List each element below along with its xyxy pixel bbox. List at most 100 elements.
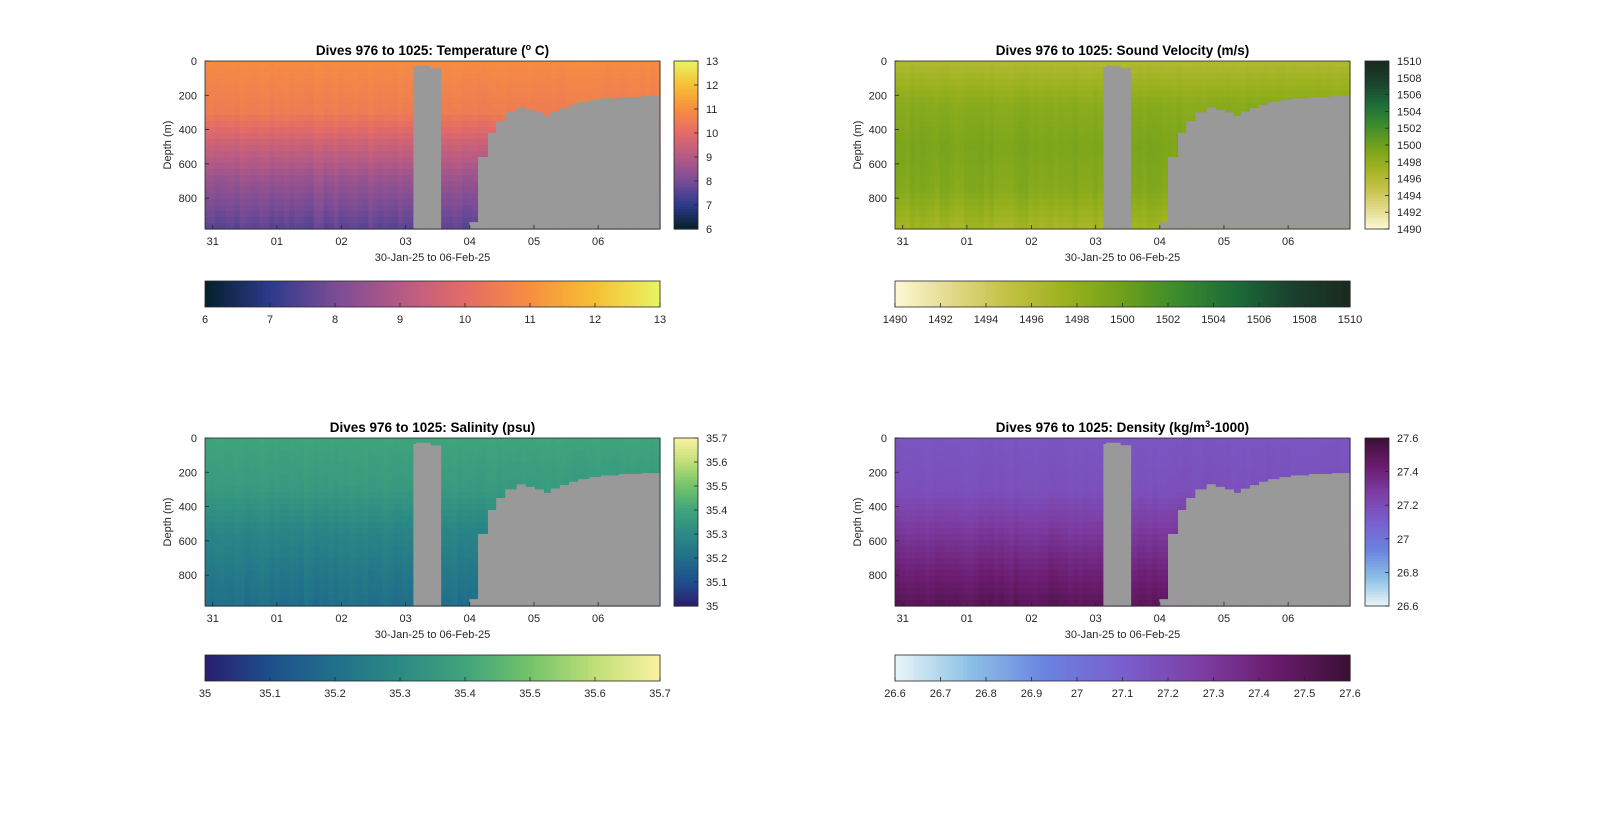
temperature-heatmap-cell [506, 61, 513, 68]
sound-velocity-heatmap-cell [1013, 121, 1020, 128]
sound-velocity-heatmap-cell [1167, 73, 1173, 80]
temperature-heatmap-cell [338, 139, 345, 146]
temperature-heatmap-cell [397, 223, 404, 230]
temperature-heatmap-cell [323, 151, 330, 158]
sound-velocity-heatmap-cell [959, 97, 965, 104]
temperature-heatmap-cell [234, 103, 241, 110]
sound-velocity-heatmap-cell [1092, 61, 1099, 68]
sound-velocity-heatmap-cell [1028, 175, 1035, 182]
temperature-heatmap-cell [328, 79, 335, 86]
temperature-heatmap-cell [447, 205, 453, 212]
temperature-heatmap-cell [274, 187, 280, 194]
sound-velocity-heatmap-cell [904, 169, 911, 176]
temperature-heatmap-cell [259, 211, 265, 218]
temperature-heatmap-cell [323, 121, 330, 128]
sound-velocity-heatmap-cell [1181, 79, 1188, 86]
sound-velocity-heatmap-cell [1142, 79, 1148, 86]
temperature-heatmap-cell [289, 85, 295, 92]
temperature-ytick-label: 800 [179, 193, 197, 205]
temperature-heatmap-cell [625, 61, 631, 68]
sound-velocity-heatmap-cell [1236, 73, 1242, 80]
temperature-vcolorbar-segment [674, 215, 698, 219]
temperature-hcolorbar-segment [470, 281, 475, 307]
temperature-heatmap-cell [392, 91, 399, 98]
sound-velocity-heatmap-cell [1043, 121, 1049, 128]
sound-velocity-heatmap-cell [949, 103, 955, 110]
sound-velocity-heatmap-cell [1043, 193, 1049, 200]
temperature-ytick-label: 200 [179, 90, 197, 102]
temperature-heatmap-cell [229, 151, 236, 158]
temperature-heatmap-cell [289, 91, 295, 98]
sound-velocity-heatmap-cell [954, 115, 960, 122]
sound-velocity-heatmap-cell [1117, 61, 1124, 68]
temperature-heatmap-cell [219, 109, 226, 116]
temperature-heatmap-cell [600, 67, 607, 74]
temperature-heatmap-cell [209, 205, 216, 212]
sound-velocity-heatmap-cell [1023, 103, 1030, 110]
temperature-heatmap-cell [205, 223, 211, 230]
sound-velocity-heatmap-cell [959, 169, 965, 176]
sound-velocity-heatmap-cell [1265, 79, 1272, 86]
sound-velocity-heatmap-cell [1275, 91, 1282, 98]
temperature-heatmap-cell [615, 67, 622, 74]
temperature-heatmap-cell [229, 199, 236, 206]
sound-velocity-heatmap-cell [1082, 103, 1089, 110]
sound-velocity-heatmap-cell [993, 79, 1000, 86]
temperature-heatmap-cell [358, 211, 364, 218]
temperature-vcolorbar-label: 13 [706, 56, 718, 68]
temperature-heatmap-cell [294, 205, 300, 212]
temperature-heatmap-cell [343, 73, 350, 80]
temperature-heatmap-cell [353, 91, 359, 98]
sound-velocity-heatmap-cell [1043, 163, 1049, 170]
sound-velocity-heatmap-cell [1162, 85, 1168, 92]
sound-velocity-heatmap-cell [964, 217, 970, 224]
temperature-heatmap-cell [289, 217, 295, 224]
sound-velocity-heatmap-cell [964, 103, 970, 110]
sound-velocity-heatmap-cell [939, 103, 946, 110]
temperature-heatmap-cell [298, 163, 305, 170]
temperature-heatmap-cell [575, 67, 582, 74]
sound-velocity-heatmap-cell [998, 187, 1005, 194]
sound-velocity-heatmap-cell [954, 127, 960, 134]
temperature-heatmap-cell [640, 91, 646, 98]
sound-velocity-heatmap-cell [904, 151, 911, 158]
sound-velocity-heatmap-cell [1043, 175, 1049, 182]
temperature-heatmap-cell [303, 157, 310, 164]
temperature-heatmap-cell [318, 109, 325, 116]
temperature-heatmap-cell [313, 133, 320, 140]
sound-velocity-heatmap-cell [1132, 145, 1138, 152]
sound-velocity-heatmap-cell [1063, 157, 1069, 164]
sound-velocity-heatmap-cell [1048, 223, 1054, 230]
sound-velocity-heatmap-cell [1008, 139, 1015, 146]
temperature-heatmap-cell [496, 79, 503, 86]
sound-velocity-heatmap-cell [1033, 151, 1040, 158]
temperature-heatmap-cell [254, 157, 261, 164]
temperature-heatmap-cell [645, 79, 651, 86]
sound-velocity-heatmap-cell [1003, 115, 1010, 122]
sound-velocity-heatmap-cell [1265, 91, 1272, 98]
temperature-heatmap-cell [363, 79, 369, 86]
sound-velocity-heatmap-cell [1087, 79, 1094, 86]
temperature-heatmap-cell [343, 169, 350, 176]
temperature-heatmap-cell [209, 91, 216, 98]
temperature-heatmap-cell [269, 73, 275, 80]
sound-velocity-heatmap-cell [1033, 169, 1040, 176]
sound-velocity-heatmap-cell [974, 91, 980, 98]
sound-velocity-heatmap-cell [904, 115, 911, 122]
sound-velocity-heatmap-cell [1033, 85, 1040, 92]
sound-velocity-heatmap-cell [1018, 121, 1025, 128]
sound-velocity-heatmap-cell [899, 163, 906, 170]
sound-velocity-heatmap-cell [1226, 91, 1232, 98]
temperature-heatmap-cell [511, 67, 518, 74]
sound-velocity-heatmap-cell [1038, 139, 1044, 146]
temperature-heatmap-cell [254, 199, 261, 206]
sound-velocity-heatmap-cell [1003, 151, 1010, 158]
sound-velocity-heatmap-cell [944, 109, 951, 116]
temperature-heatmap-cell [600, 85, 607, 92]
temperature-heatmap-cell [308, 97, 315, 104]
temperature-heatmap-cell [224, 151, 231, 158]
temperature-xtick-label: 02 [335, 236, 347, 248]
temperature-heatmap-cell [298, 199, 305, 206]
sound-velocity-heatmap-cell [993, 139, 1000, 146]
temperature-heatmap-cell [244, 181, 251, 188]
